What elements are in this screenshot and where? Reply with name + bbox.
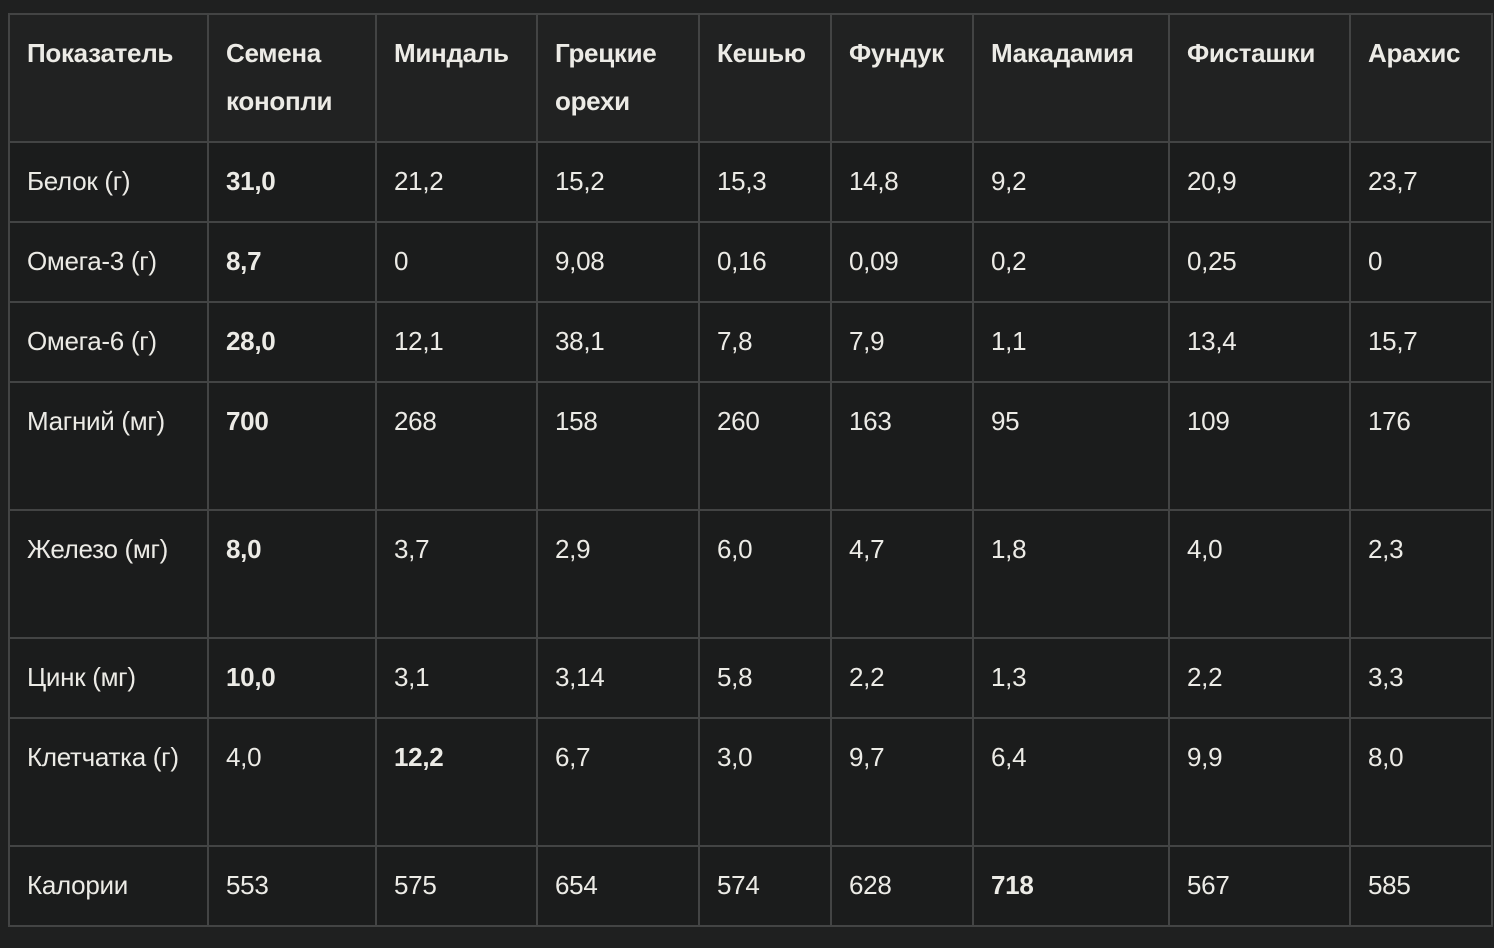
row-label: Железо (мг) bbox=[8, 509, 209, 639]
table-cell: 14,8 bbox=[830, 141, 974, 223]
table-cell: 3,14 bbox=[536, 637, 700, 719]
table-cell: 9,9 bbox=[1168, 717, 1351, 847]
column-header: Грецкие орехи bbox=[536, 13, 700, 143]
table-cell: 3,7 bbox=[375, 509, 538, 639]
table-cell: 585 bbox=[1349, 845, 1493, 927]
table-cell: 3,3 bbox=[1349, 637, 1493, 719]
table-cell: 7,8 bbox=[698, 301, 832, 383]
table-cell: 12,1 bbox=[375, 301, 538, 383]
table-row: Белок (г) 31,0 21,2 15,2 15,3 14,8 9,2 20,9 23,7 bbox=[8, 141, 1493, 223]
table-row: Клетчатка (г) 4,0 12,2 6,7 3,0 9,7 6,4 9,9 8,0 bbox=[8, 717, 1493, 847]
table-cell: 0,16 bbox=[698, 221, 832, 303]
table-row: Омега-6 (г) 28,0 12,1 38,1 7,8 7,9 1,1 13,4 15,7 bbox=[8, 301, 1493, 383]
row-label: Цинк (мг) bbox=[8, 637, 209, 719]
table-cell: 268 bbox=[375, 381, 538, 511]
table-cell: 0 bbox=[1349, 221, 1493, 303]
table-cell: 28,0 bbox=[207, 301, 377, 383]
table-cell: 553 bbox=[207, 845, 377, 927]
table-cell: 8,0 bbox=[1349, 717, 1493, 847]
table-cell: 95 bbox=[972, 381, 1170, 511]
table-cell: 10,0 bbox=[207, 637, 377, 719]
table-cell: 3,0 bbox=[698, 717, 832, 847]
table-cell: 38,1 bbox=[536, 301, 700, 383]
table-cell: 1,8 bbox=[972, 509, 1170, 639]
table-cell: 4,7 bbox=[830, 509, 974, 639]
row-label: Омега-6 (г) bbox=[8, 301, 209, 383]
table-cell: 575 bbox=[375, 845, 538, 927]
table-cell: 15,3 bbox=[698, 141, 832, 223]
table-cell: 6,0 bbox=[698, 509, 832, 639]
table-cell: 23,7 bbox=[1349, 141, 1493, 223]
table-cell: 654 bbox=[536, 845, 700, 927]
table-cell: 0 bbox=[375, 221, 538, 303]
nutrition-comparison-table: Показатель Семена конопли Миндаль Грецкие о… bbox=[8, 13, 1493, 927]
table-cell: 0,2 bbox=[972, 221, 1170, 303]
table-cell: 567 bbox=[1168, 845, 1351, 927]
table-cell: 2,3 bbox=[1349, 509, 1493, 639]
table-cell: 1,1 bbox=[972, 301, 1170, 383]
table-cell: 8,0 bbox=[207, 509, 377, 639]
table-cell: 5,8 bbox=[698, 637, 832, 719]
table-cell: 1,3 bbox=[972, 637, 1170, 719]
table-cell: 9,08 bbox=[536, 221, 700, 303]
table-cell: 158 bbox=[536, 381, 700, 511]
table-cell: 21,2 bbox=[375, 141, 538, 223]
table-cell: 4,0 bbox=[207, 717, 377, 847]
table-row: Цинк (мг) 10,0 3,1 3,14 5,8 2,2 1,3 2,2 3,3 bbox=[8, 637, 1493, 719]
table-row: Магний (мг) 700 268 158 260 163 95 109 176 bbox=[8, 381, 1493, 511]
table-cell: 12,2 bbox=[375, 717, 538, 847]
table-cell: 20,9 bbox=[1168, 141, 1351, 223]
row-label: Омега-3 (г) bbox=[8, 221, 209, 303]
table-cell: 3,1 bbox=[375, 637, 538, 719]
table-row: Омега-3 (г) 8,7 0 9,08 0,16 0,09 0,2 0,25 0 bbox=[8, 221, 1493, 303]
table-cell: 2,2 bbox=[1168, 637, 1351, 719]
row-label: Клетчатка (г) bbox=[8, 717, 209, 847]
table-cell: 9,7 bbox=[830, 717, 974, 847]
column-header: Кешью bbox=[698, 13, 832, 143]
table-cell: 2,2 bbox=[830, 637, 974, 719]
table-cell: 0,25 bbox=[1168, 221, 1351, 303]
table-cell: 176 bbox=[1349, 381, 1493, 511]
table-cell: 628 bbox=[830, 845, 974, 927]
table-header-row: Показатель Семена конопли Миндаль Грецкие о… bbox=[8, 13, 1493, 143]
table-row: Железо (мг) 8,0 3,7 2,9 6,0 4,7 1,8 4,0 2,3 bbox=[8, 509, 1493, 639]
table-row: Калории 553 575 654 574 628 718 567 585 bbox=[8, 845, 1493, 927]
table-cell: 4,0 bbox=[1168, 509, 1351, 639]
column-header: Показатель bbox=[8, 13, 209, 143]
column-header: Арахис bbox=[1349, 13, 1493, 143]
table-cell: 163 bbox=[830, 381, 974, 511]
table-cell: 7,9 bbox=[830, 301, 974, 383]
table-cell: 0,09 bbox=[830, 221, 974, 303]
table-cell: 9,2 bbox=[972, 141, 1170, 223]
row-label: Белок (г) bbox=[8, 141, 209, 223]
table-cell: 6,7 bbox=[536, 717, 700, 847]
table-cell: 109 bbox=[1168, 381, 1351, 511]
table-cell: 718 bbox=[972, 845, 1170, 927]
table-cell: 8,7 bbox=[207, 221, 377, 303]
row-label: Магний (мг) bbox=[8, 381, 209, 511]
row-label: Калории bbox=[8, 845, 209, 927]
table-cell: 13,4 bbox=[1168, 301, 1351, 383]
column-header: Фундук bbox=[830, 13, 974, 143]
table-cell: 15,7 bbox=[1349, 301, 1493, 383]
table-cell: 2,9 bbox=[536, 509, 700, 639]
column-header: Семена конопли bbox=[207, 13, 377, 143]
table-cell: 6,4 bbox=[972, 717, 1170, 847]
table-cell: 15,2 bbox=[536, 141, 700, 223]
table-cell: 700 bbox=[207, 381, 377, 511]
table-cell: 574 bbox=[698, 845, 832, 927]
column-header: Фисташки bbox=[1168, 13, 1351, 143]
column-header: Миндаль bbox=[375, 13, 538, 143]
table-cell: 260 bbox=[698, 381, 832, 511]
column-header: Макадамия bbox=[972, 13, 1170, 143]
table-cell: 31,0 bbox=[207, 141, 377, 223]
